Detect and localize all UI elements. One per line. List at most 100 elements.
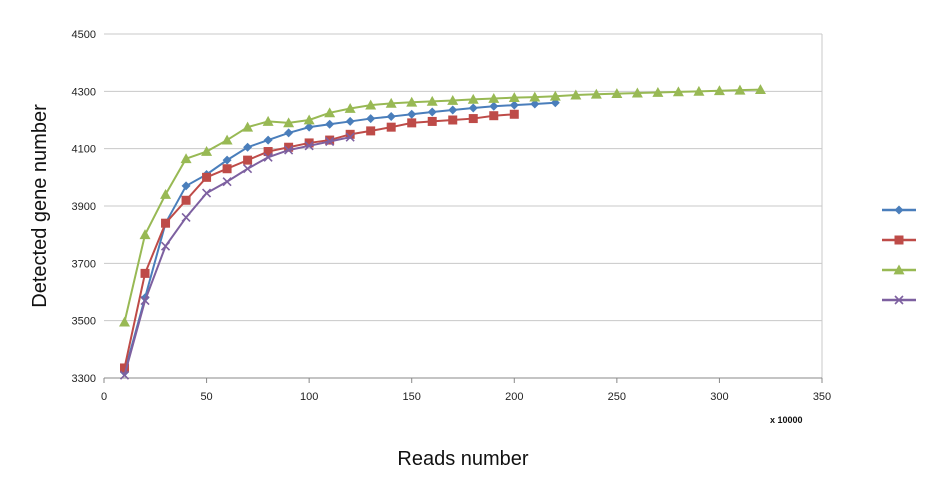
data-point <box>325 119 335 129</box>
data-point <box>611 88 623 99</box>
data-point <box>325 135 335 145</box>
data-point <box>427 116 437 126</box>
y-tick-label: 4300 <box>72 86 96 98</box>
x-axis-ticks: 0 50 100 150 200 250 300 350 <box>101 378 831 403</box>
data-point <box>734 84 746 95</box>
y-tick-label: 3900 <box>72 201 96 213</box>
data-point <box>345 129 355 139</box>
data-point <box>140 296 150 306</box>
y-tick-label: 4100 <box>72 144 96 156</box>
data-point <box>489 101 499 111</box>
y-tick-label: 4500 <box>72 29 96 41</box>
data-point <box>427 107 437 117</box>
y-axis-ticks: 3300 3500 3700 3900 4100 4300 4500 <box>72 29 96 385</box>
data-point <box>488 93 500 103</box>
data-point <box>284 128 294 138</box>
data-point <box>508 92 520 103</box>
series-2 <box>120 109 519 373</box>
data-point <box>385 97 397 108</box>
data-point <box>693 85 705 96</box>
data-point <box>754 84 766 95</box>
data-point <box>713 85 725 96</box>
x-tick-label: 50 <box>200 391 212 403</box>
data-point <box>509 100 519 110</box>
data-point <box>652 86 664 97</box>
data-point <box>120 363 130 373</box>
series-line <box>123 113 515 369</box>
data-point <box>590 88 602 99</box>
data-point <box>448 105 458 115</box>
data-point <box>161 218 171 228</box>
data-point <box>181 212 191 223</box>
legend-entry-1 <box>882 205 916 215</box>
data-point <box>304 122 314 132</box>
gridlines <box>104 33 823 379</box>
data-point <box>222 177 232 187</box>
data-point <box>365 99 377 110</box>
data-point <box>304 138 314 148</box>
legend-entry-4 <box>882 295 916 305</box>
data-point <box>242 121 254 132</box>
legend-entry-3 <box>882 264 916 275</box>
data-point <box>180 153 192 164</box>
x-tick-label: 100 <box>300 391 318 403</box>
series-layer <box>119 84 766 380</box>
data-point <box>672 86 684 97</box>
data-point <box>468 114 478 124</box>
series-3 <box>119 84 766 327</box>
data-point <box>407 109 417 119</box>
data-point <box>201 146 213 156</box>
y-axis-title: Detected gene number <box>29 104 51 308</box>
data-point <box>181 181 191 191</box>
series-4 <box>119 132 355 380</box>
data-point <box>631 87 643 98</box>
data-point <box>202 172 212 182</box>
data-point <box>263 135 273 145</box>
data-point <box>530 99 540 109</box>
data-point <box>222 164 232 174</box>
data-point <box>263 147 273 157</box>
x-axis-title: Reads number <box>397 448 529 470</box>
data-point <box>345 132 355 142</box>
data-point <box>570 89 582 100</box>
data-point <box>283 117 295 128</box>
data-point <box>325 136 335 147</box>
data-point <box>549 90 561 101</box>
data-point <box>448 115 458 125</box>
data-point <box>160 189 172 199</box>
data-point <box>344 103 356 113</box>
x-tick-label: 200 <box>505 391 523 403</box>
data-point <box>426 95 438 106</box>
data-point <box>468 103 478 113</box>
data-point <box>284 142 294 152</box>
data-point <box>243 155 253 165</box>
legend-entry-2 <box>882 235 916 245</box>
data-point <box>324 107 336 118</box>
data-point <box>406 96 418 107</box>
data-point <box>243 164 253 174</box>
x-tick-label: 0 <box>101 391 107 403</box>
data-point <box>202 188 212 198</box>
series-line <box>123 88 761 323</box>
data-point <box>243 142 253 152</box>
data-point <box>221 134 233 145</box>
data-point <box>160 241 171 251</box>
data-point <box>262 115 274 126</box>
series-line <box>123 101 556 373</box>
x-tick-label: 150 <box>403 391 421 403</box>
series-line <box>123 136 351 376</box>
y-tick-label: 3700 <box>72 258 96 270</box>
data-point <box>139 229 151 240</box>
data-point <box>447 95 459 105</box>
data-point <box>489 111 499 121</box>
legend-marker <box>893 264 905 275</box>
data-point <box>119 316 131 327</box>
legend-marker <box>894 295 904 305</box>
data-point <box>467 93 479 104</box>
data-point <box>407 118 417 128</box>
legend <box>882 205 916 305</box>
data-point <box>284 145 294 155</box>
data-point <box>304 141 314 151</box>
legend-marker <box>894 235 904 245</box>
